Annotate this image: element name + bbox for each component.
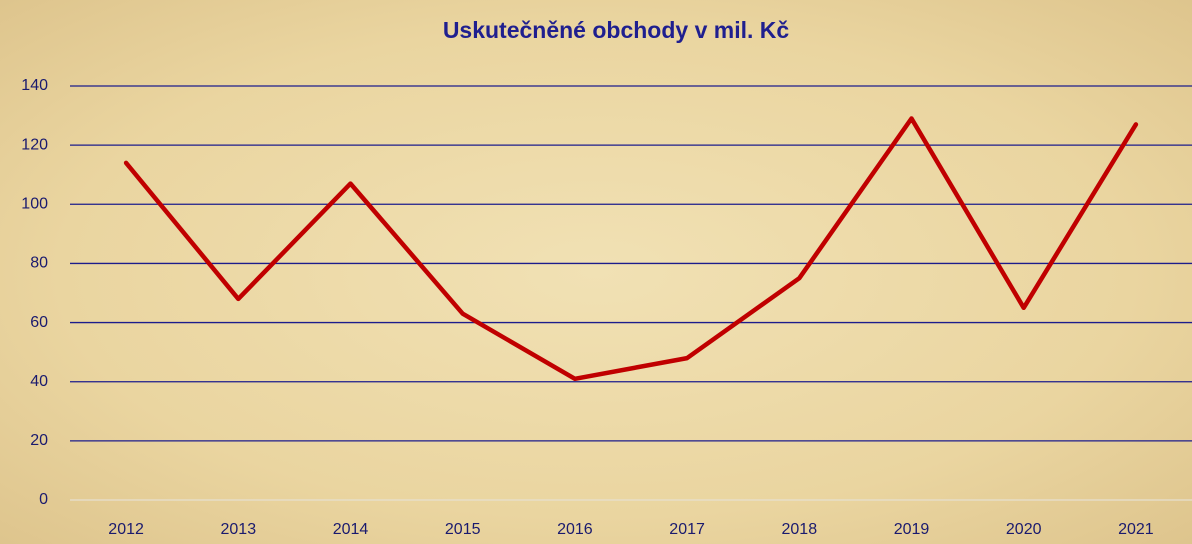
- x-tick-label: 2016: [557, 521, 593, 538]
- y-tick-label: 120: [21, 136, 48, 153]
- x-tick-label: 2018: [782, 521, 818, 538]
- line-series: [123, 116, 1139, 382]
- y-tick-label: 100: [21, 196, 48, 213]
- y-tick-label: 40: [30, 373, 48, 390]
- y-tick-label: 0: [39, 491, 48, 508]
- y-tick-label: 140: [21, 77, 48, 94]
- x-tick-label: 2012: [108, 521, 144, 538]
- x-tick-label: 2015: [445, 521, 481, 538]
- x-tick-label: 2019: [894, 521, 930, 538]
- x-tick-label: 2021: [1118, 521, 1154, 538]
- y-tick-label: 80: [30, 255, 48, 272]
- x-tick-label: 2017: [669, 521, 705, 538]
- x-tick-label: 2020: [1006, 521, 1042, 538]
- x-tick-label: 2013: [221, 521, 257, 538]
- y-tick-label: 20: [30, 432, 48, 449]
- chart-title: Uskutečněné obchody v mil. Kč: [443, 17, 790, 43]
- x-tick-label: 2014: [333, 521, 369, 538]
- y-tick-label: 60: [30, 314, 48, 331]
